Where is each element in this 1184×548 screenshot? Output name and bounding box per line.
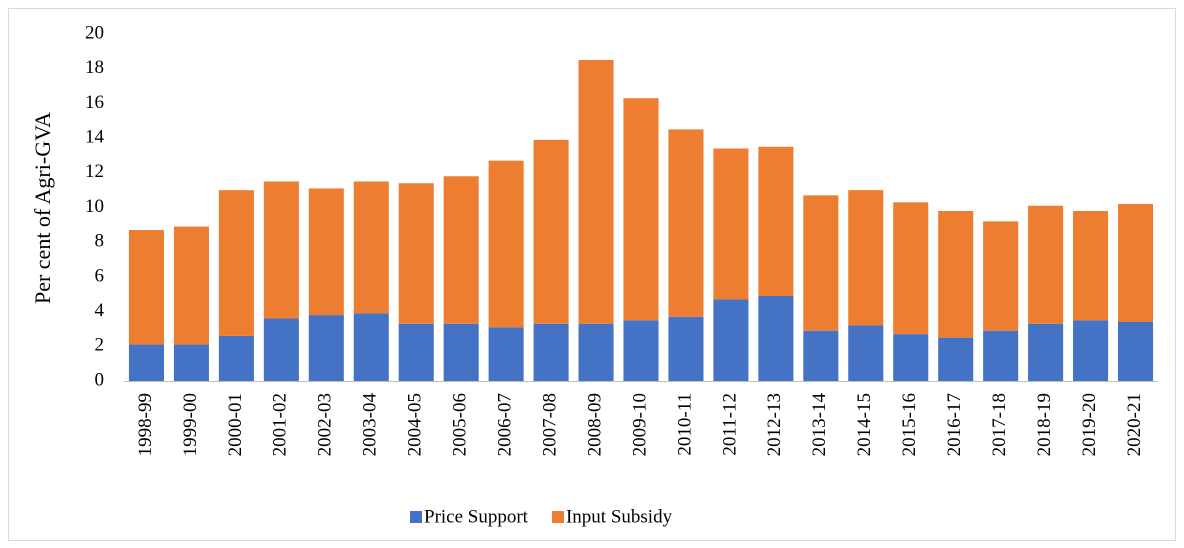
bar-segment (263, 181, 299, 319)
bar-segment (893, 334, 929, 381)
y-tick-label: 8 (95, 231, 105, 252)
bar-segment (713, 299, 749, 381)
y-tick-label: 12 (85, 161, 104, 182)
bar-segment (308, 188, 344, 316)
y-tick-label: 0 (95, 369, 105, 390)
bar-segment (443, 176, 479, 324)
bar-segment (128, 344, 165, 381)
legend-label: Price Support (424, 506, 529, 527)
x-tick-label: 2001-02 (270, 393, 291, 456)
bar-segment (128, 230, 165, 345)
bar-segment (398, 183, 434, 324)
y-axis-label: Per cent of Agri-GVA (30, 112, 55, 304)
bar-segment (488, 327, 524, 381)
y-tick-label: 14 (85, 126, 105, 147)
bar-segment (1073, 320, 1109, 381)
x-tick-label: 2015-16 (899, 393, 920, 456)
bar-segment (443, 323, 479, 381)
bar-segment (848, 190, 884, 326)
bar-segment (533, 323, 569, 381)
x-tick-label: 2008-09 (584, 393, 605, 456)
bar-segment (488, 160, 524, 328)
bar-segment (938, 337, 974, 381)
x-tick-label: 2017-18 (989, 393, 1010, 456)
y-tick-label: 4 (95, 300, 105, 321)
bar-segment (983, 221, 1019, 331)
y-tick-label: 6 (95, 265, 105, 286)
legend-swatch (551, 511, 564, 523)
x-tick-label: 2002-03 (315, 393, 336, 456)
legend-label: Input Subsidy (566, 506, 673, 527)
bar-segment (533, 139, 569, 324)
x-tick-label: 2014-15 (854, 393, 875, 456)
bar-segment (983, 330, 1019, 381)
bar-segment (803, 330, 839, 381)
bar-segment (668, 316, 704, 381)
bar-segment (218, 190, 254, 336)
bar-segment (398, 323, 434, 381)
x-tick-label: 2004-05 (405, 393, 426, 456)
bar-segment (623, 98, 659, 321)
x-tick-label: 2006-07 (494, 393, 515, 456)
bar-segment (353, 313, 389, 381)
bar-segment (803, 195, 839, 331)
x-tick-label: 1998-99 (135, 393, 156, 456)
bar-segment (308, 315, 344, 381)
x-tick-label: 2011-12 (719, 393, 740, 456)
x-tick-label: 2019-20 (1079, 393, 1100, 456)
bar-segment (758, 146, 794, 296)
x-tick-label: 2013-14 (809, 393, 830, 457)
chart-border (8, 8, 1176, 541)
bar-segment (218, 335, 254, 381)
bar-segment (758, 295, 794, 381)
bar-segment (893, 202, 929, 335)
y-tick-label: 2 (95, 335, 105, 356)
bar-segment (173, 344, 209, 381)
bar-segment (713, 148, 749, 300)
y-tick-label: 16 (85, 92, 104, 113)
bar-segment (623, 320, 659, 381)
x-tick-label: 2007-08 (539, 393, 560, 456)
y-tick-label: 18 (85, 57, 104, 78)
x-tick-label: 1999-00 (180, 393, 201, 456)
bar-segment (263, 318, 299, 381)
x-tick-label: 2010-11 (674, 393, 695, 456)
bar-segment (578, 60, 614, 324)
x-tick-label: 2009-10 (629, 393, 650, 456)
x-tick-label: 2020-21 (1124, 393, 1145, 456)
x-tick-label: 2018-19 (1034, 393, 1055, 456)
bar-segment (1117, 204, 1154, 323)
bar-segment (173, 226, 209, 345)
bar-segment (1117, 322, 1154, 381)
x-tick-label: 2016-17 (944, 393, 965, 456)
bar-segment (1028, 323, 1064, 381)
y-tick-label: 20 (85, 22, 104, 43)
bar-segment (848, 325, 884, 381)
bar-segment (668, 129, 704, 317)
x-tick-label: 2012-13 (764, 393, 785, 456)
bar-segment (353, 181, 389, 314)
y-tick-label: 10 (85, 196, 104, 217)
x-tick-label: 2000-01 (225, 393, 246, 456)
bar-segment (1073, 210, 1109, 321)
x-tick-label: 2003-04 (360, 393, 381, 457)
legend-swatch (410, 511, 422, 523)
bar-segment (938, 210, 974, 338)
x-tick-label: 2005-06 (450, 393, 471, 456)
bar-segment (1028, 205, 1064, 324)
bar-segment (578, 323, 614, 381)
